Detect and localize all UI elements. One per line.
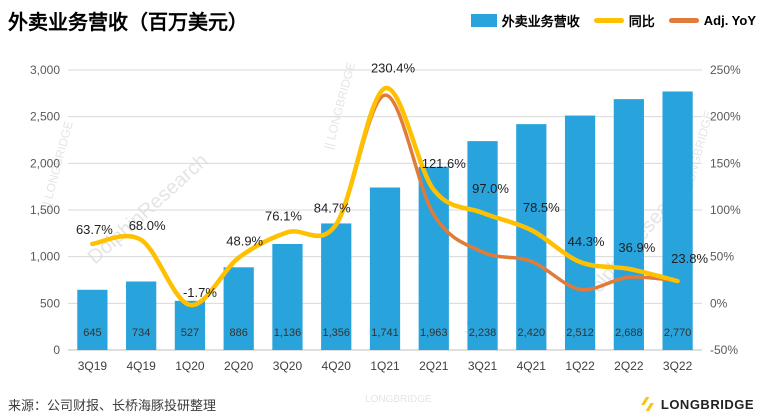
yoy-point-label: 78.5% (523, 200, 560, 215)
revenue-bar (272, 243, 303, 350)
yoy-point-label: 36.9% (618, 240, 655, 255)
x-axis-label: 3Q21 (468, 359, 498, 373)
y-axis-right-tick: 150% (710, 156, 741, 170)
bar-value-label: 1,741 (371, 327, 399, 339)
x-axis-label: 1Q21 (370, 359, 400, 373)
bar-value-label: 527 (181, 327, 199, 339)
y-axis-left-tick: 500 (40, 296, 60, 310)
y-axis-right-tick: 0% (710, 296, 728, 310)
yoy-point-label: -1.7% (183, 285, 217, 300)
y-axis-right-tick: 200% (710, 110, 741, 124)
x-axis-label: 2Q20 (224, 359, 254, 373)
longbridge-logo: LONGBRIDGE (639, 396, 754, 412)
y-axis-left-tick: 3,000 (30, 63, 60, 77)
revenue-bar (564, 115, 596, 351)
revenue-bar (77, 289, 108, 350)
x-axis-label: 4Q19 (126, 359, 156, 373)
revenue-bar (223, 267, 254, 350)
legend-label-yoy: 同比 (628, 14, 655, 29)
y-axis-left-tick: 1,000 (30, 250, 60, 264)
yoy-point-label: 97.0% (472, 181, 509, 196)
legend-item-adj-yoy: Adj. YoY (668, 13, 756, 28)
bar-value-label: 2,688 (615, 327, 643, 339)
x-axis-label: 3Q20 (273, 359, 303, 373)
x-axis-label: 1Q22 (565, 359, 595, 373)
source-note: 来源：公司财报、长桥海豚投研整理 (8, 398, 217, 413)
yoy-point-label: 230.4% (371, 60, 416, 75)
bar-value-label: 2,770 (664, 327, 692, 339)
x-axis-label: 2Q21 (419, 359, 449, 373)
yoy-point-label: 63.7% (76, 222, 113, 237)
bar-value-label: 2,238 (469, 327, 497, 339)
yoy-point-label: 76.1% (265, 208, 302, 223)
revenue-bar (321, 223, 352, 350)
bar-value-label: 734 (132, 327, 150, 339)
bar-value-label: 645 (83, 327, 101, 339)
yoy-point-label: 23.8% (671, 251, 708, 266)
watermark: DolphinResearch (84, 150, 213, 269)
y-axis-right-tick: 100% (710, 203, 741, 217)
yoy-line (90, 86, 680, 308)
yoy-point-label: 121.6% (422, 156, 467, 171)
yoy-point-label: 84.7% (314, 200, 351, 215)
legend-item-revenue: 外卖业务营收 (470, 11, 580, 30)
longbridge-logo-text: LONGBRIDGE (660, 396, 754, 412)
x-axis-label: 3Q19 (78, 359, 108, 373)
legend-item-yoy: 同比 (593, 11, 655, 30)
yoy-point-label: 68.0% (129, 218, 166, 233)
chart-title: 外卖业务营收（百万美元） (8, 12, 248, 34)
bar-value-label: 1,136 (274, 327, 302, 339)
bar-value-label: 1,963 (420, 327, 448, 339)
legend-adj-yoy-line-swatch (668, 18, 699, 23)
x-axis-label: 4Q21 (517, 359, 547, 373)
legend-label-revenue: 外卖业务营收 (501, 14, 580, 29)
watermark: LONGBRIDGE (365, 394, 432, 405)
revenue-bar (662, 91, 693, 350)
bar-value-label: 886 (230, 327, 248, 339)
revenue-bar (613, 99, 644, 351)
y-axis-left-tick: 2,000 (30, 156, 60, 170)
bar-value-label: 1,356 (322, 327, 350, 339)
yoy-point-label: 44.3% (568, 234, 605, 249)
y-axis-right-tick: 50% (710, 250, 734, 264)
revenue-bar (467, 141, 498, 350)
x-axis-label: 1Q20 (175, 359, 205, 373)
yoy-point-label: 48.9% (226, 234, 263, 249)
x-axis-label: 3Q22 (663, 359, 693, 373)
legend-label-adj-yoy: Adj. YoY (703, 13, 756, 28)
revenue-bar (174, 300, 206, 350)
bar-value-label: 2,420 (518, 327, 546, 339)
y-axis-right-tick: -50% (710, 343, 738, 357)
bar-value-label: 2,512 (566, 327, 594, 339)
longbridge-logo-icon (640, 397, 654, 411)
y-axis-left-tick: 2,500 (30, 110, 60, 124)
legend-bar-swatch (470, 14, 497, 27)
y-axis-right-tick: 250% (710, 63, 741, 77)
y-axis-left-tick: 1,500 (30, 203, 60, 217)
watermark: || LONGBRIDGE (321, 61, 358, 151)
x-axis-label: 4Q20 (322, 359, 352, 373)
revenue-bar (369, 187, 401, 350)
legend-yoy-line-swatch (593, 18, 624, 23)
revenue-bar (126, 281, 157, 350)
y-axis-left-tick: 0 (53, 343, 60, 357)
x-axis-label: 2Q22 (614, 359, 644, 373)
legend: 外卖业务营收 同比 Adj. YoY (470, 11, 756, 30)
